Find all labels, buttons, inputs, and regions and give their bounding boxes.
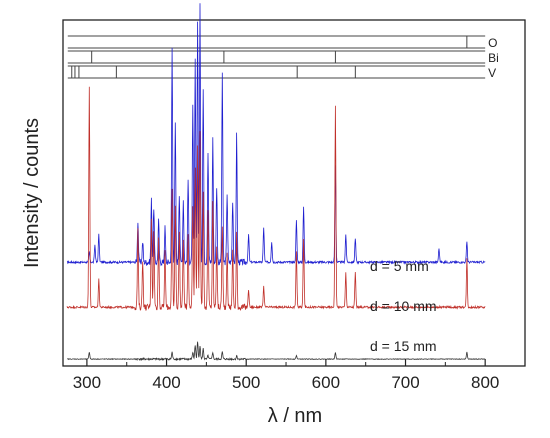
x-tick-label: 800 xyxy=(471,373,499,392)
reference-label-o: O xyxy=(488,36,497,50)
annotation-d10: d = 10 mm xyxy=(370,298,437,314)
series-group xyxy=(66,3,486,362)
x-axis-title: λ / nm xyxy=(268,405,322,427)
x-tick-label: 600 xyxy=(312,373,340,392)
plot-frame xyxy=(62,19,526,367)
reference-lines-bi: Bi xyxy=(67,50,499,65)
annotation-d15: d = 15 mm xyxy=(370,338,437,354)
x-tick-label: 300 xyxy=(73,373,101,392)
annotation-d5: d = 5 mm xyxy=(370,258,429,274)
x-tick-label: 400 xyxy=(152,373,180,392)
x-tick-label: 700 xyxy=(391,373,419,392)
series-line-3 xyxy=(66,341,486,362)
reference-label-bi: Bi xyxy=(488,51,499,65)
reference-label-v: V xyxy=(488,66,496,80)
x-tick-label: 500 xyxy=(232,373,260,392)
x-axis-ticks: 300 400 500 600 700 800 xyxy=(73,359,499,392)
reference-lines-o: O xyxy=(67,35,498,50)
reference-lines-v: V xyxy=(67,65,496,80)
y-axis-title: Intensity / counts xyxy=(21,118,43,268)
series-line-2 xyxy=(66,86,486,311)
series-line-1 xyxy=(66,3,486,267)
